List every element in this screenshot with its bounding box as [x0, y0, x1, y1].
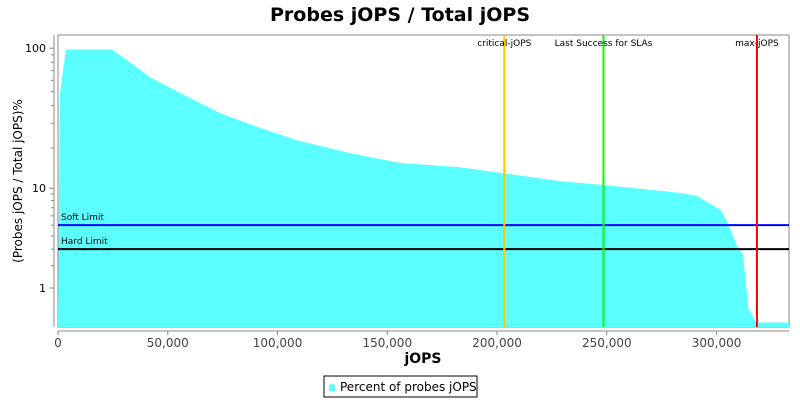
- y-tick-label: 1: [39, 282, 46, 295]
- y-axis-label: (Probes jOPS / Total jOPS)%: [11, 99, 25, 263]
- vertical-marker-label: max-jOPS: [735, 39, 779, 49]
- y-tick-label: 10: [32, 182, 46, 195]
- vertical-marker-label: Last Success for SLAs: [555, 39, 653, 49]
- horizontal-marker-label: Hard Limit: [61, 237, 108, 247]
- x-tick-label: 100,000: [253, 336, 303, 350]
- chart-title: Probes jOPS / Total jOPS: [270, 4, 530, 26]
- x-axis-label: jOPS: [403, 351, 441, 367]
- x-tick-label: 150,000: [362, 336, 412, 350]
- vertical-marker-label: critical-jOPS: [477, 39, 531, 49]
- horizontal-marker-label: Soft Limit: [61, 213, 104, 223]
- y-tick-label: 100: [25, 42, 46, 55]
- legend-label: Percent of probes jOPS: [340, 380, 477, 394]
- legend: Percent of probes jOPS: [323, 375, 478, 398]
- x-tick-label: 50,000: [147, 336, 189, 350]
- legend-swatch-icon: [329, 383, 335, 391]
- legend-box: [323, 375, 478, 398]
- x-tick-label: 250,000: [582, 336, 632, 350]
- x-tick-label: 300,000: [692, 336, 742, 350]
- x-tick-label: 200,000: [472, 336, 522, 350]
- x-tick-label: 0: [54, 336, 62, 350]
- series-area: [58, 49, 789, 327]
